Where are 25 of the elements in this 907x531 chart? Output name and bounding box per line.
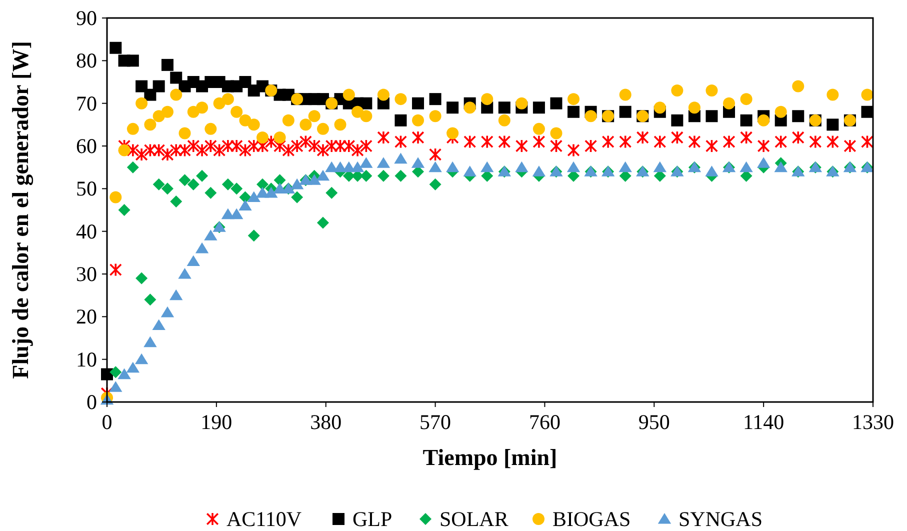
x-tick-label: 380 [310,410,342,434]
y-tick-label: 0 [86,390,97,414]
legend-label: SYNGAS [678,507,763,531]
y-tick-label: 30 [76,262,97,286]
y-tick-label: 70 [76,91,97,116]
x-tick-label: 0 [102,410,112,434]
x-tick-label: 1330 [852,410,894,434]
legend-label: AC110V [226,507,302,531]
x-tick-label: 1140 [742,410,784,434]
y-tick-label: 10 [76,347,97,372]
legend-label: SOLAR [440,507,508,531]
y-tick-label: 90 [76,6,97,30]
y-tick-label: 80 [76,48,97,73]
y-tick-label: 50 [76,176,97,201]
x-axis-title: Tiempo [min] [422,445,558,470]
x-tick-label: 190 [200,410,232,434]
y-tick-label: 40 [76,219,97,244]
legend-label: BIOGAS [552,507,631,531]
y-axis-title: Flujo de calor en el generador [W] [8,41,34,379]
y-tick-label: 20 [76,304,97,329]
x-tick-label: 950 [638,410,670,434]
x-tick-label: 570 [420,410,452,434]
legend-label: GLP [352,507,392,531]
x-tick-label: 760 [528,410,560,434]
y-tick-label: 60 [76,134,97,158]
